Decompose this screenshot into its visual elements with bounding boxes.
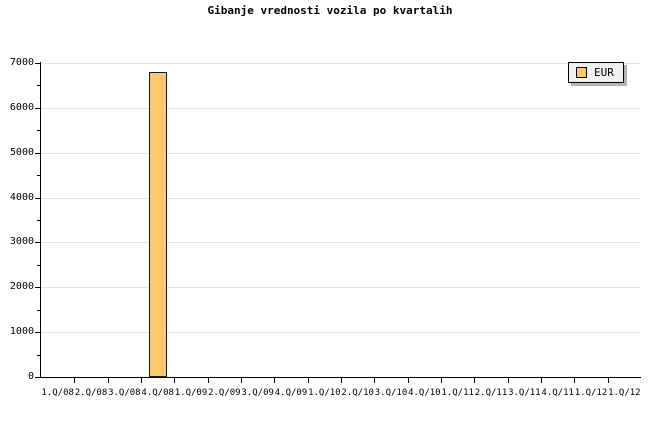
x-axis-tick-label: 4.Q/09	[274, 388, 308, 398]
y-axis-tick-major	[35, 152, 41, 154]
y-axis-tick-minor	[37, 220, 41, 221]
y-axis-tick-major	[35, 287, 41, 289]
legend-label-eur: EUR	[594, 66, 614, 79]
y-axis-tick-label: 1000	[9, 326, 34, 338]
x-axis-tick	[341, 378, 342, 383]
x-axis-tick	[407, 378, 409, 383]
y-axis-tick-label: 3000	[9, 236, 34, 248]
y-axis-labels: 0 1000 2000 3000 4000 5000 6000 7000	[0, 0, 34, 440]
y-axis-tick-label: 2000	[9, 281, 34, 293]
x-axis-labels: 1.Q/08 2.Q/08 3.Q/08 4.Q/08 1.Q/09 2.Q/09 3.Q/…	[0, 388, 660, 404]
x-axis-tick	[374, 378, 376, 383]
x-axis-tick	[241, 378, 242, 383]
x-axis-tick-label: 4.Q/08	[141, 388, 174, 398]
y-axis-tick-minor	[37, 175, 41, 177]
x-axis-tick-label: 3.Q/08	[108, 388, 141, 398]
x-axis-tick	[141, 378, 142, 383]
gridline	[41, 242, 641, 244]
x-axis-tick-label: 1.Q/11	[441, 388, 474, 398]
y-axis-tick-minor	[37, 309, 41, 311]
gridline	[41, 332, 641, 334]
gridline	[41, 287, 641, 289]
x-axis-tick-label: 1.Q/09	[174, 388, 208, 398]
plot-area	[35, 63, 641, 378]
legend-swatch-eur	[576, 67, 587, 78]
y-axis-tick-minor	[37, 354, 41, 356]
x-axis-tick	[574, 378, 576, 383]
x-axis-tick-label: 1.Q/08	[41, 388, 74, 398]
y-axis-tick-major	[35, 377, 41, 378]
chart-legend[interactable]: EUR	[568, 62, 624, 83]
y-axis-tick-minor	[37, 264, 41, 266]
y-axis-tick-label: 6000	[9, 101, 34, 113]
chart-title: Gibanje vrednosti vozila po kvartalih	[207, 4, 453, 17]
gridline	[41, 152, 641, 154]
y-axis-tick-label: 4000	[9, 191, 34, 203]
y-axis-tick-major	[35, 107, 41, 109]
x-axis-tick	[74, 378, 76, 383]
x-axis-tick	[474, 378, 476, 383]
x-axis-tick	[607, 378, 609, 383]
y-axis-tick-minor	[37, 130, 41, 132]
y-axis-tick-label: 7000	[9, 57, 34, 68]
x-axis-tick-label: 4.Q/10	[408, 388, 441, 398]
x-axis-tick-label: 2.Q/09	[208, 388, 241, 398]
x-axis-line	[40, 377, 641, 378]
x-axis-tick-label: 1.Q/12	[574, 388, 608, 398]
x-axis-tick	[441, 378, 442, 383]
x-axis-tick	[507, 378, 509, 383]
y-axis-tick-major	[35, 242, 41, 244]
x-axis-tick	[274, 378, 276, 383]
x-axis-tick	[174, 378, 176, 383]
gridline	[41, 197, 641, 199]
x-axis-tick-label: 3.Q/11	[508, 388, 541, 398]
x-axis-tick	[541, 378, 542, 383]
y-axis-tick-major	[35, 332, 41, 334]
x-axis-tick-label: 2.Q/11	[474, 388, 508, 398]
x-axis-tick-label: 3.Q/10	[374, 388, 408, 398]
x-axis-tick-label: 4.Q/11	[541, 388, 574, 398]
x-axis-tick-label: 1.Q/10	[308, 388, 341, 398]
gridline	[41, 107, 641, 109]
bar[interactable]	[148, 71, 167, 377]
y-axis-tick-label: 0	[27, 371, 34, 382]
y-axis-tick-minor	[37, 85, 41, 87]
x-axis-tick	[307, 378, 309, 383]
y-axis-tick-major	[35, 63, 41, 64]
y-axis-tick-major	[35, 197, 41, 199]
x-axis-tick-label: 2.Q/10	[341, 388, 374, 398]
x-axis-tick-label: 3.Q/09	[241, 388, 274, 398]
x-axis-tick-label: 2.Q/08	[74, 388, 108, 398]
x-axis-tick-label: 1.Q/12	[608, 388, 641, 398]
y-axis-tick-label: 5000	[9, 146, 34, 158]
x-axis-tick	[107, 378, 109, 383]
gridline	[41, 63, 641, 64]
x-axis-tick	[207, 378, 209, 383]
